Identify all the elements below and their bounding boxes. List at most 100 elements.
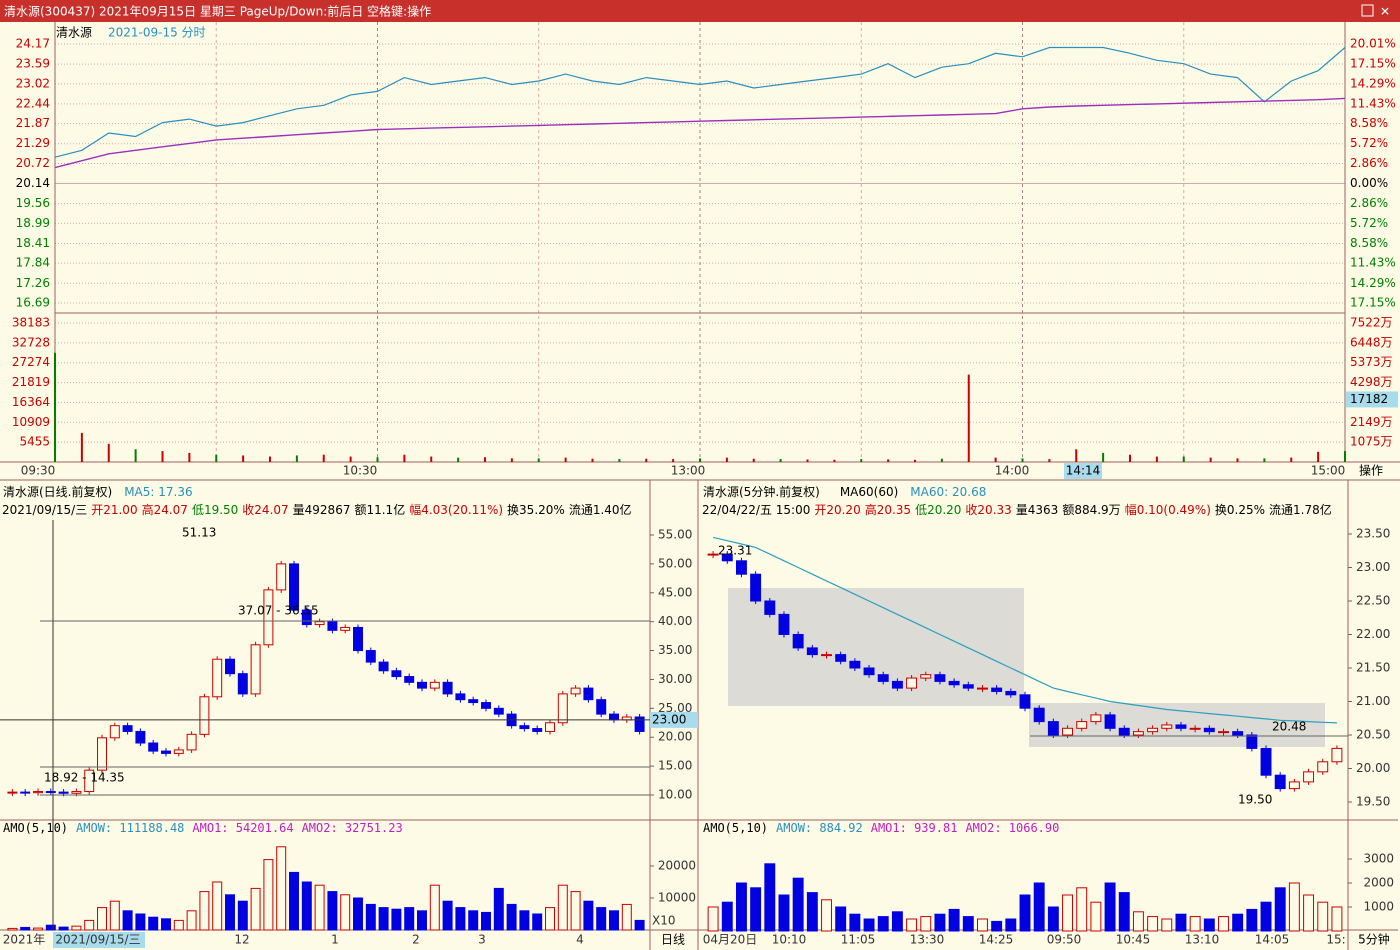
volume-bar	[215, 454, 218, 462]
candle	[378, 661, 389, 672]
close-button[interactable]: ✕	[1380, 5, 1390, 19]
period-tab[interactable]: 日线	[661, 933, 685, 947]
cursor-time: 14:14	[1066, 464, 1101, 478]
amo-bar	[634, 919, 645, 931]
amo-header: AMO(5,10) AMOW: 884.92 AMO1: 939.81 AMO2: 1…	[703, 821, 1059, 835]
x-tick-label: 13:10	[1185, 933, 1220, 947]
volume-bar	[645, 458, 648, 462]
volume-bar	[242, 455, 245, 462]
y-tick-label: 18.99	[16, 216, 50, 230]
candle	[276, 563, 287, 591]
candle	[442, 681, 453, 695]
cursor-price-box	[650, 711, 698, 728]
maximize-button[interactable]	[1361, 4, 1374, 17]
quote-field: 高20.35	[865, 502, 911, 517]
amo-bar	[327, 891, 338, 931]
volume-bar	[295, 455, 298, 462]
candle	[634, 716, 645, 732]
quote-field: 2021/09/15/三	[2, 503, 87, 517]
candle	[849, 660, 861, 669]
amo-bar	[20, 926, 31, 931]
amo-bar	[934, 913, 946, 932]
amo-tick-label: 2000	[1363, 876, 1394, 890]
y-tick-label: 25.00	[658, 701, 692, 715]
period-tab[interactable]: 5分钟	[1358, 932, 1390, 947]
volume-bar	[833, 459, 836, 462]
stock-name: 清水源	[56, 26, 92, 40]
amo-bar	[1303, 894, 1315, 932]
volume-bar	[940, 458, 943, 462]
amo-bar	[314, 884, 325, 931]
amo-bar	[353, 897, 363, 931]
amo-bar	[148, 916, 159, 931]
candle	[792, 634, 804, 649]
amo-bar	[391, 908, 402, 931]
y-tick-label: 10.00	[658, 788, 692, 802]
candle	[1104, 714, 1116, 729]
y-tick-label: 22.50	[1356, 594, 1390, 608]
candle	[877, 674, 889, 682]
volume-bar	[1344, 451, 1346, 462]
volume-bar	[403, 454, 406, 462]
amo-bar	[1175, 913, 1187, 932]
candle	[237, 673, 248, 695]
action-button[interactable]: 操作	[1359, 463, 1383, 478]
volume-bar	[967, 374, 970, 462]
amo-bar	[237, 900, 248, 931]
candle	[609, 713, 619, 721]
y2-tick-label: 20.01%	[1350, 37, 1396, 51]
amo-bar	[1062, 894, 1073, 932]
amo-bar	[135, 913, 146, 931]
y-tick-label: 16.69	[16, 296, 50, 310]
y-tick-label: 20.00	[1356, 761, 1390, 775]
y-tick-label: 50.00	[658, 556, 692, 570]
amo-field: AMO2: 32751.23	[302, 821, 403, 835]
candle	[948, 680, 960, 686]
amo-bar	[250, 887, 261, 931]
candle	[7, 791, 18, 794]
candle	[225, 658, 235, 675]
quote-field: 低20.20	[915, 503, 961, 517]
y-tick-label: 35.00	[658, 643, 692, 657]
amo-bar	[570, 891, 581, 931]
avg-line	[54, 97, 1346, 169]
y-tick-label: 17.26	[16, 276, 50, 290]
y2-tick-label: 8.58%	[1350, 116, 1388, 130]
candle	[891, 680, 903, 689]
candle	[1303, 771, 1315, 783]
candle	[468, 699, 479, 704]
amo-bar	[1218, 916, 1229, 932]
x-tick-label: 12	[234, 933, 249, 947]
candle	[557, 693, 568, 724]
amo-field: AMOW: 111188.48	[76, 821, 184, 835]
ma-label: MA60: 20.68	[910, 485, 986, 499]
amo-bar	[173, 919, 184, 931]
candle	[404, 676, 415, 683]
amo-bar	[365, 903, 376, 931]
amo-field: AMO(5,10)	[3, 821, 68, 835]
volume-bar	[537, 458, 540, 462]
amo-bar	[596, 907, 607, 931]
x-tick-label: 15:	[1326, 933, 1345, 947]
volume-bar	[107, 443, 110, 462]
volume-bar	[860, 459, 863, 462]
volume-bar	[1129, 454, 1131, 462]
volume-tick-label: 32728	[12, 335, 50, 349]
amo-bar	[891, 911, 903, 932]
amo-bar	[806, 892, 818, 932]
candle	[71, 791, 82, 794]
candle	[1047, 721, 1059, 736]
candle	[289, 563, 299, 611]
candle	[1147, 727, 1159, 733]
y-tick-label: 21.87	[16, 116, 50, 130]
ma-label: MA5: 17.36	[124, 485, 192, 499]
y-tick-label: 22.44	[16, 96, 50, 110]
y-tick-label: 21.29	[16, 136, 50, 150]
amo-bar	[721, 901, 733, 932]
amo-bar	[1232, 913, 1244, 932]
amo-bar	[991, 920, 1003, 932]
amo-field: AMO1: 939.81	[871, 821, 958, 835]
amo-bar	[289, 871, 299, 931]
y2-tick-label: 2.86%	[1350, 196, 1388, 210]
volume-bar	[188, 452, 191, 462]
